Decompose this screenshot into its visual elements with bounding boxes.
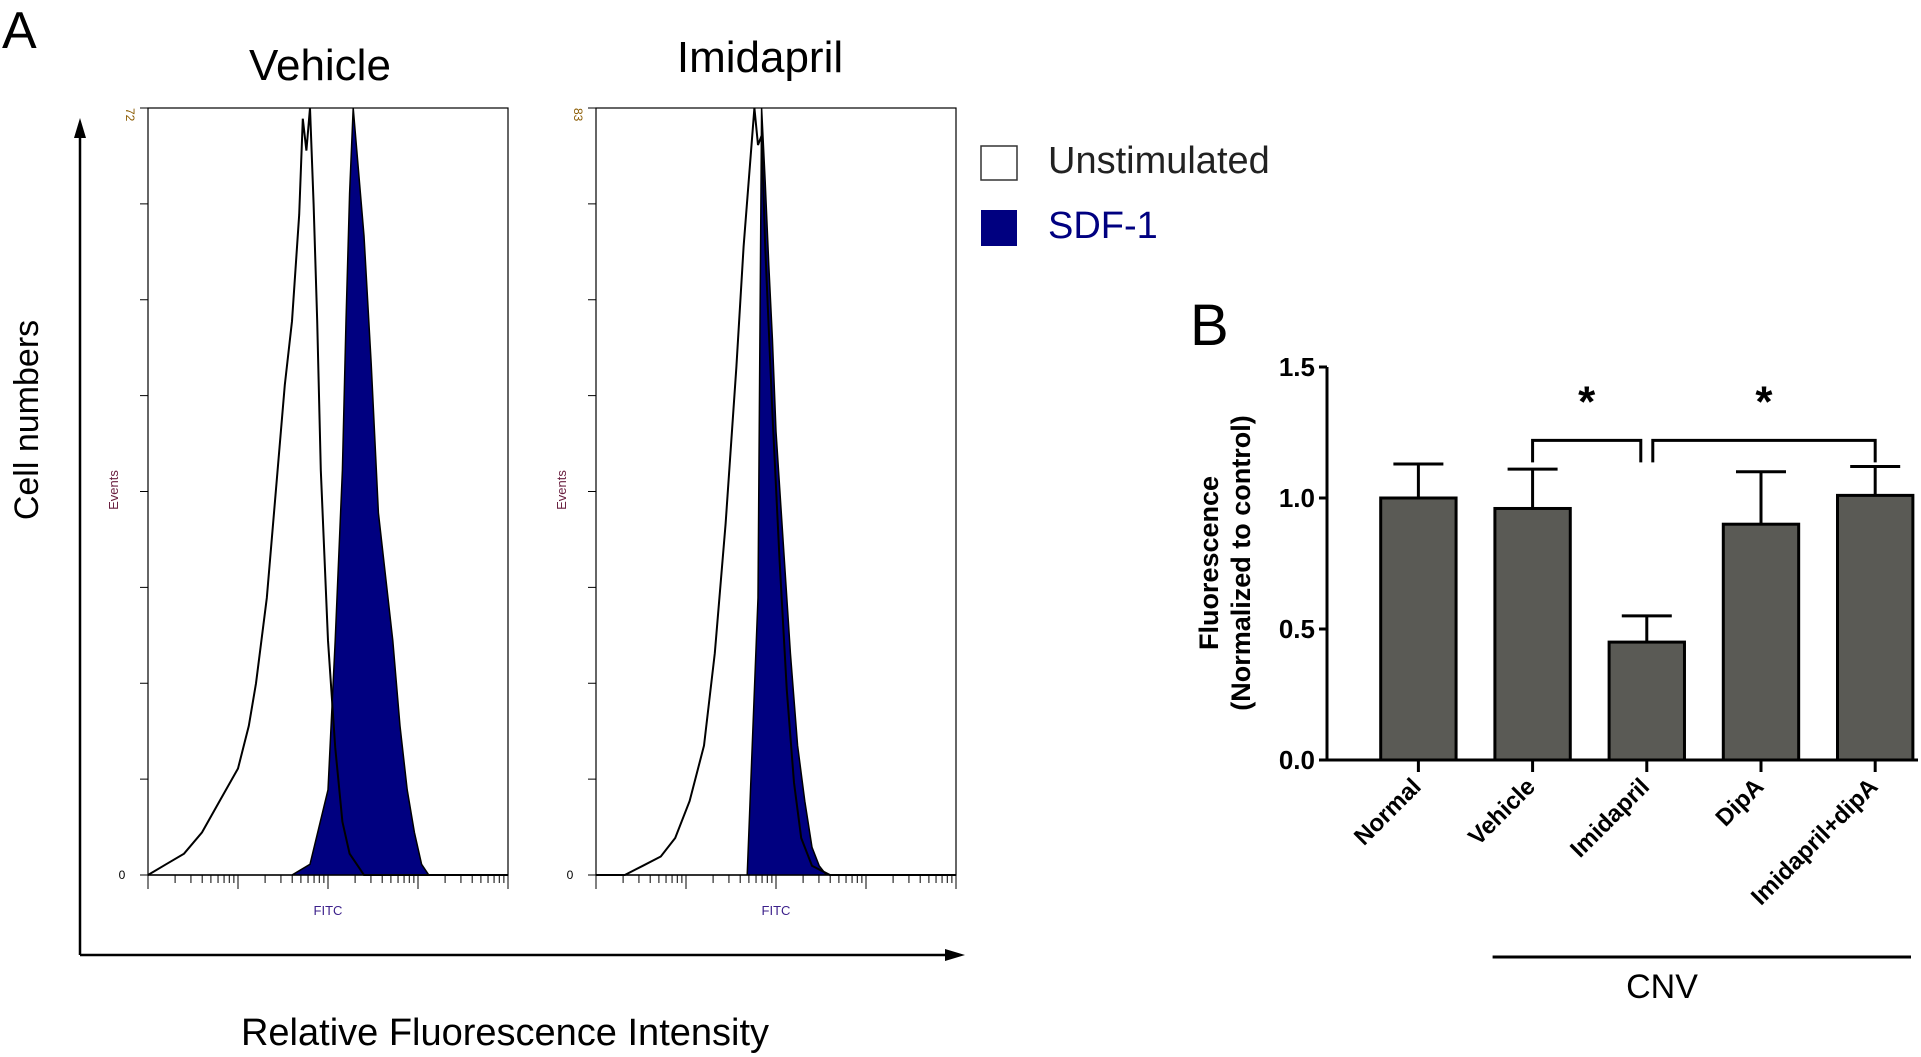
significance-bracket [1531,438,1643,463]
bar-y-axis-label-line1: Fluorescence [1194,476,1224,650]
y-arrow-head-icon [74,118,86,138]
fitc-label: FITC [762,903,791,918]
significance-bracket [1651,438,1877,463]
relative-fluorescence-axis-label: Relative Fluorescence Intensity [241,1012,769,1054]
bar-dipa [1721,522,1801,762]
legend-label-sdf1: SDF-1 [1048,205,1158,247]
x-arrow-head-icon [945,949,965,961]
cnv-group-label: CNV [1626,968,1698,1006]
legend-swatch-unstimulated [980,145,1018,181]
histogram-vehicle: Vehicle FITC Events 72 0 [106,41,509,918]
bar-imidapril-dipa [1836,493,1915,762]
bar-y-tick-label: 1.0 [1279,483,1315,513]
histogram-title: Imidapril [677,33,843,82]
panel-b-label: B [1190,293,1229,358]
bar-normal [1379,496,1458,762]
significance-star: * [1755,377,1773,426]
events-label: Events [106,470,121,510]
histogram-title: Vehicle [249,41,391,90]
bar-y-tick-label: 1.5 [1279,352,1315,382]
legend-label-unstimulated: Unstimulated [1048,140,1270,182]
bar-category-label: Imidapril [1565,773,1655,863]
bar-y-tick-label: 0.0 [1279,745,1315,775]
bar-category-label: Normal [1349,773,1427,851]
bar-vehicle [1493,506,1572,762]
bar-y-axis-label-line2: (Normalized to control) [1226,415,1256,711]
y-max-label: 83 [571,108,585,122]
cell-numbers-axis-label: Cell numbers [8,320,46,520]
y-max-label: 72 [123,108,137,122]
significance-star: * [1578,377,1596,426]
bar-imidapril [1607,640,1686,762]
histogram-imidapril: Imidapril FITC Events 83 0 [554,33,957,918]
histogram-unstimulated-line [147,107,508,876]
bar-y-tick-label: 0.5 [1279,614,1315,644]
bar-category-label: Vehicle [1463,773,1541,851]
legend: Unstimulated SDF-1 [980,140,1270,247]
bar-category-label: DipA [1711,773,1770,832]
legend-swatch-sdf1 [981,210,1017,246]
events-label: Events [554,470,569,510]
histogram-unstimulated-line [596,107,956,876]
plot-frame [147,107,509,876]
histogram-sdf1-area [148,107,508,876]
panel-a-label: A [2,2,37,60]
y-zero-label: 0 [119,868,126,882]
y-zero-label: 0 [567,868,574,882]
bar-chart: Fluorescence (Normalized to control) CNV… [1194,352,1918,1006]
fitc-label: FITC [314,903,343,918]
